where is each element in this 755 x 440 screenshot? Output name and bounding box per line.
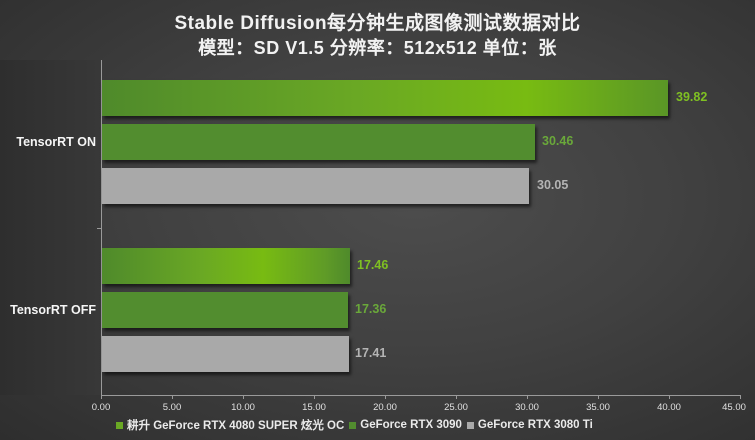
category-axis-panel xyxy=(0,60,101,395)
legend-item-3090: GeForce RTX 3090 xyxy=(349,419,462,431)
x-tick-label: 30.00 xyxy=(515,402,539,413)
bar-off-4080-super xyxy=(102,248,350,284)
y-axis-tick xyxy=(97,228,101,229)
bar-on-4080-super xyxy=(102,80,668,116)
value-label-off-3080ti: 17.41 xyxy=(355,346,387,360)
x-axis-line xyxy=(101,395,741,396)
y-axis-line xyxy=(101,60,102,395)
legend-item-3080ti: GeForce RTX 3080 Ti xyxy=(466,419,593,431)
chart-subtitle: 模型：SD V1.5 分辨率：512x512 单位：张 xyxy=(198,38,557,58)
value-label-off-4080-super: 17.46 xyxy=(357,258,389,272)
x-axis-tick xyxy=(314,395,315,399)
x-axis-tick xyxy=(527,395,528,399)
category-label-tensorrt-off: TensorRT OFF xyxy=(10,303,96,317)
value-label-off-3090: 17.36 xyxy=(355,302,387,316)
chart-title: Stable Diffusion每分钟生成图像测试数据对比 xyxy=(174,13,581,34)
x-tick-label: 45.00 xyxy=(722,402,746,413)
x-tick-label: 40.00 xyxy=(657,402,681,413)
legend-label: 耕升 GeForce RTX 4080 SUPER 炫光 OC xyxy=(127,420,345,432)
legend-swatch-icon xyxy=(116,421,123,429)
x-axis-tick xyxy=(598,395,599,399)
value-label-on-3080ti: 30.05 xyxy=(537,178,569,192)
x-tick-label: 15.00 xyxy=(302,402,326,413)
x-axis-tick xyxy=(456,395,457,399)
bar-on-3080ti xyxy=(102,168,529,204)
bar-on-3090 xyxy=(102,124,535,160)
x-axis-tick xyxy=(385,395,386,399)
x-tick-label: 25.00 xyxy=(444,402,468,413)
bar-off-3080ti xyxy=(102,336,349,372)
chart-legend: 耕升 GeForce RTX 4080 SUPER 炫光 OC GeForce … xyxy=(116,417,598,433)
x-axis-tick xyxy=(172,395,173,399)
bar-off-3090 xyxy=(102,292,348,328)
legend-label: GeForce RTX 3090 xyxy=(360,419,462,431)
x-tick-label: 20.00 xyxy=(373,402,397,413)
x-tick-label: 5.00 xyxy=(162,402,182,413)
legend-swatch-icon xyxy=(466,421,474,429)
value-label-on-4080-super: 39.82 xyxy=(676,90,708,104)
legend-swatch-icon xyxy=(349,421,357,429)
x-axis-tick xyxy=(243,395,244,399)
x-tick-label: 0.00 xyxy=(91,402,111,413)
x-tick-label: 10.00 xyxy=(231,402,255,413)
x-axis-tick xyxy=(101,395,102,399)
value-label-on-3090: 30.46 xyxy=(542,134,574,148)
legend-label: GeForce RTX 3080 Ti xyxy=(477,419,593,431)
category-label-tensorrt-on: TensorRT ON xyxy=(16,135,96,149)
x-axis-tick xyxy=(740,395,741,399)
x-axis-tick xyxy=(669,395,670,399)
legend-item-4080-super: 耕升 GeForce RTX 4080 SUPER 炫光 OC xyxy=(116,417,344,433)
x-tick-label: 35.00 xyxy=(586,402,610,413)
